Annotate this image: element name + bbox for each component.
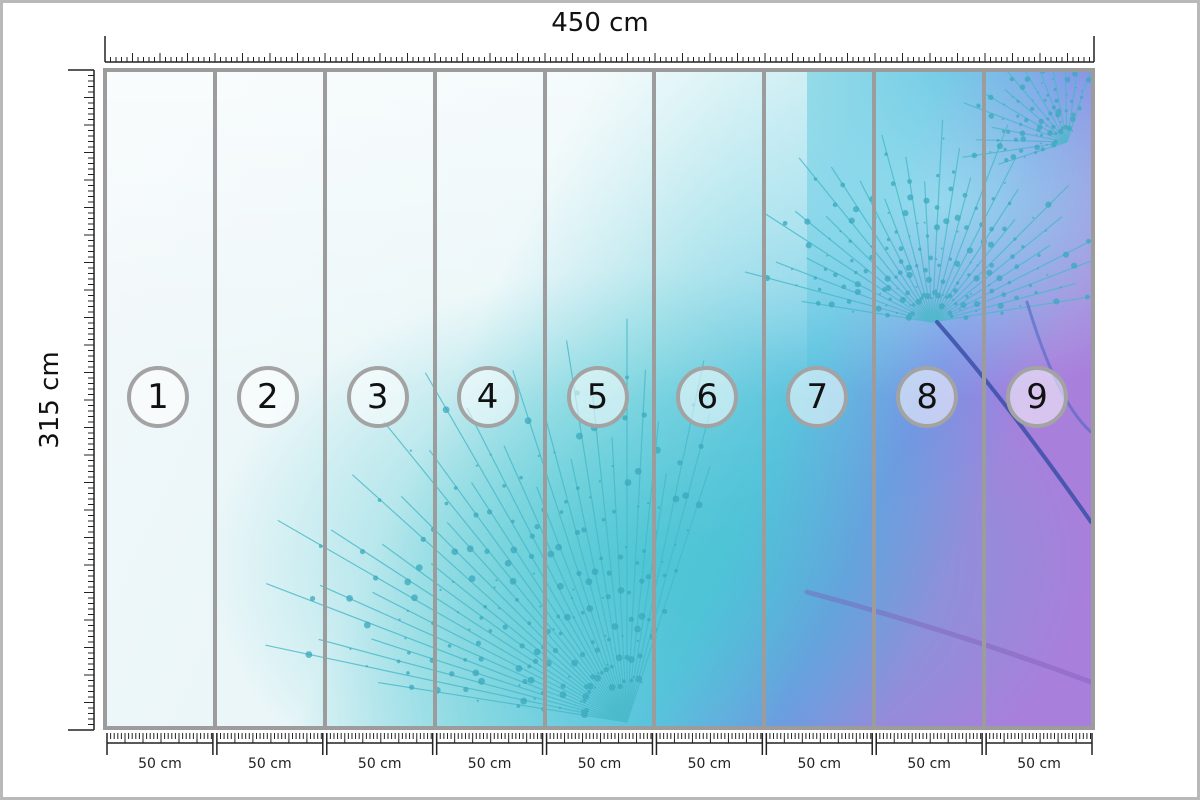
panel-width-label: 50 cm — [907, 756, 951, 772]
panel-width-label: 50 cm — [138, 756, 182, 772]
panel-divider — [212, 72, 217, 726]
panel-width-label: 50 cm — [357, 756, 402, 772]
panel-divider — [322, 72, 327, 726]
panel-width-label: 50 cm — [797, 756, 842, 772]
panel-width-label: 50 cm — [1017, 756, 1061, 772]
panel-width-label: 50 cm — [687, 756, 732, 772]
panel-number-4: 4 — [456, 366, 519, 428]
panel-number-6: 6 — [676, 366, 739, 428]
panel-divider — [542, 72, 547, 726]
panel-number-1: 1 — [126, 366, 189, 428]
panel-divider — [762, 72, 767, 726]
panel-width-label: 50 cm — [577, 756, 622, 772]
panel-divider — [652, 72, 657, 726]
panel-number-9: 9 — [1006, 366, 1069, 428]
panel-width-label: 50 cm — [248, 756, 292, 772]
panel-number-2: 2 — [236, 366, 299, 428]
left-ruler — [68, 69, 95, 731]
panel-divider — [872, 72, 877, 726]
panel-number-5: 5 — [566, 366, 629, 428]
total-width-label: 450 cm — [551, 8, 649, 38]
panel-width-label: 50 cm — [467, 756, 512, 772]
panel-divider — [432, 72, 437, 726]
bottom-ruler — [106, 733, 1093, 755]
panel-number-7: 7 — [786, 366, 849, 428]
panel-number-8: 8 — [896, 366, 959, 428]
panel-number-3: 3 — [346, 366, 409, 428]
top-ruler — [104, 36, 1095, 63]
panel-divider — [982, 72, 987, 726]
